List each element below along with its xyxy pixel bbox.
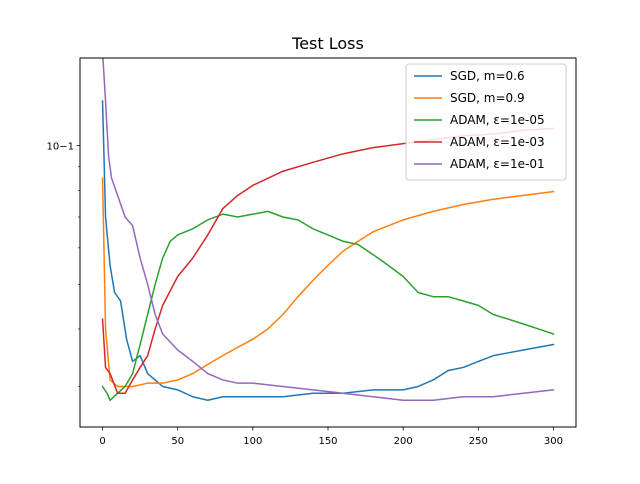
y-axis: 10−1 xyxy=(47,142,80,387)
x-tick-label: 0 xyxy=(99,436,105,447)
x-axis: 0 50 100 150 200 250 300 xyxy=(99,427,563,447)
legend-label-1: SGD, m=0.6 xyxy=(450,69,525,83)
x-tick-label: 50 xyxy=(171,436,184,447)
legend-label-3: ADAM, ε=1e-05 xyxy=(450,113,545,127)
series-line-5 xyxy=(102,58,555,402)
x-tick-label: 250 xyxy=(469,436,488,447)
x-tick-label: 300 xyxy=(544,436,563,447)
x-tick-label: 100 xyxy=(243,436,262,447)
legend-label-5: ADAM, ε=1e-01 xyxy=(450,157,545,171)
legend-label-4: ADAM, ε=1e-03 xyxy=(450,135,545,149)
series-line-2 xyxy=(101,177,555,388)
series-line-1 xyxy=(101,100,555,402)
series-layer xyxy=(101,58,555,402)
legend-box xyxy=(405,63,567,181)
plot-area xyxy=(79,57,577,428)
chart-title: Test Loss xyxy=(291,34,364,53)
x-tick-label: 200 xyxy=(394,436,413,447)
legend: SGD, m=0.6 SGD, m=0.9 ADAM, ε=1e-05 ADAM, ε… xyxy=(405,63,567,181)
x-tick-label: 150 xyxy=(318,436,337,447)
y-tick-label: 10−1 xyxy=(47,142,74,153)
series-line-3 xyxy=(101,210,555,402)
legend-label-2: SGD, m=0.9 xyxy=(450,91,525,105)
